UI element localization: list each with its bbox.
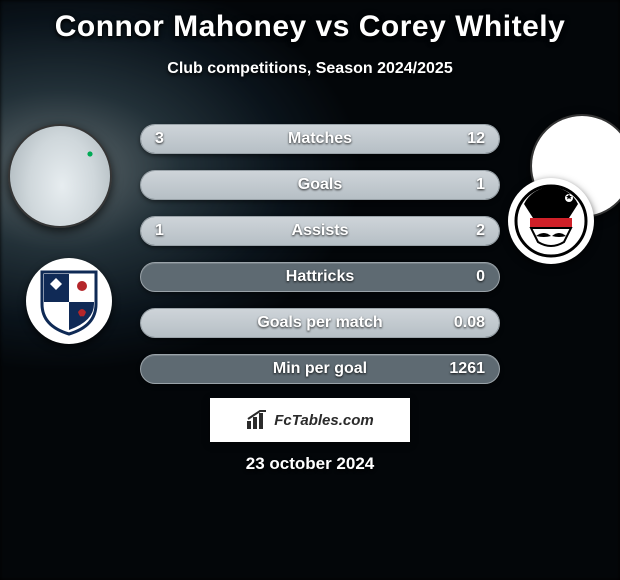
stat-row: Goals 1: [140, 170, 500, 200]
page-title: Connor Mahoney vs Corey Whitely: [0, 0, 620, 44]
brand-badge: FcTables.com: [210, 398, 410, 442]
stat-label: Goals per match: [257, 314, 382, 332]
stat-value-right: 1261: [449, 360, 485, 378]
player1-avatar: [8, 124, 112, 228]
stat-value-right: 12: [467, 130, 485, 148]
stat-label: Assists: [292, 222, 349, 240]
stats-area: Matches312Goals1Assists12Hattricks0Goals…: [140, 124, 500, 400]
team1-crest: [26, 258, 112, 344]
bar-right: [213, 125, 499, 153]
stat-row: Goals per match 0.08: [140, 308, 500, 338]
stat-row: Matches 3 12: [140, 124, 500, 154]
date-text: 23 october 2024: [246, 454, 375, 474]
stat-label: Matches: [288, 130, 352, 148]
stat-row: Hattricks 0: [140, 262, 500, 292]
stat-value-right: 2: [476, 222, 485, 240]
stat-label: Hattricks: [286, 268, 354, 286]
subtitle: Club competitions, Season 2024/2025: [0, 60, 620, 78]
stat-value-right: 1: [476, 176, 485, 194]
stat-value-left: 3: [155, 130, 164, 148]
stat-row: Min per goal 1261: [140, 354, 500, 384]
brand-icon: [246, 410, 268, 430]
stat-value-right: 0.08: [454, 314, 485, 332]
stat-value-right: 0: [476, 268, 485, 286]
team2-crest: [508, 178, 594, 264]
stat-label: Goals: [298, 176, 342, 194]
stat-label: Min per goal: [273, 360, 367, 378]
bar-left: [141, 125, 213, 153]
brand-text: FcTables.com: [274, 412, 373, 429]
stat-row: Assists 1 2: [140, 216, 500, 246]
stat-value-left: 1: [155, 222, 164, 240]
